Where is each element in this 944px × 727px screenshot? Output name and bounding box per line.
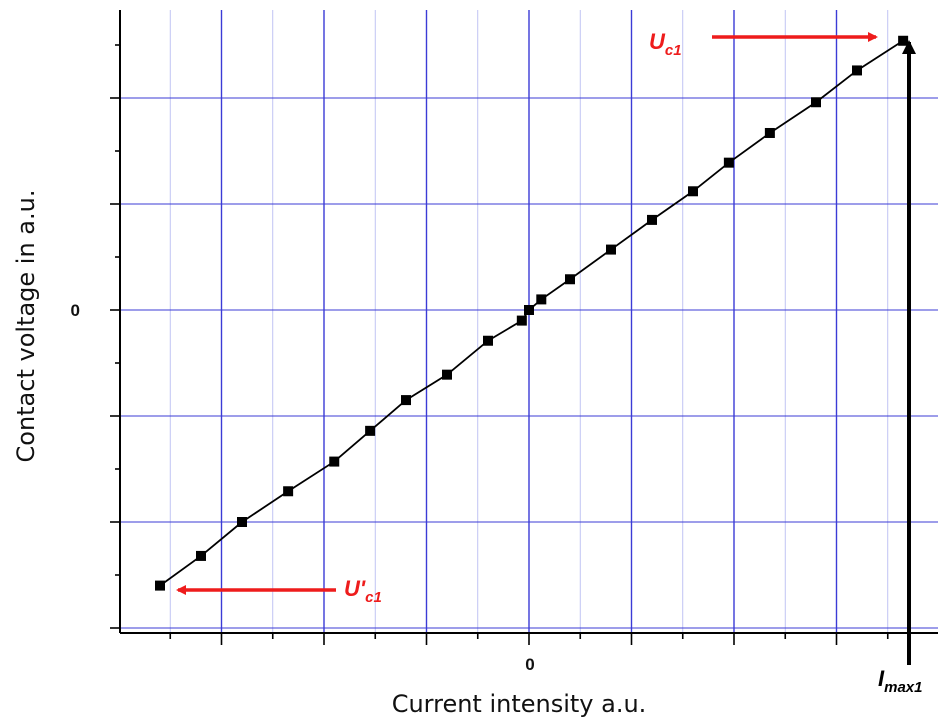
data-point: [764, 127, 775, 138]
data-point: [647, 214, 657, 225]
data-point: [524, 305, 534, 315]
data-point: [536, 294, 547, 305]
imax1-label: Imax1: [878, 666, 923, 696]
data-point: [516, 315, 527, 326]
data-point: [155, 580, 165, 591]
y-tick-label-0: 0: [71, 301, 80, 320]
x-axis-title: Current intensity a.u.: [392, 690, 647, 718]
data-point: [852, 65, 862, 76]
data-point: [196, 550, 206, 561]
x-tick-label-0: 0: [525, 655, 534, 674]
data-point: [606, 244, 616, 255]
data-point: [898, 35, 909, 46]
data-point: [329, 456, 340, 467]
data-point: [442, 369, 452, 380]
data-point: [237, 517, 247, 527]
grid: [120, 10, 938, 633]
data-point: [565, 274, 575, 285]
series-line: [155, 35, 909, 591]
data-point: [688, 186, 698, 197]
data-point: [811, 97, 821, 108]
y-axis-title: Contact voltage in a.u.: [12, 190, 40, 463]
data-point: [723, 157, 734, 168]
data-point: [365, 425, 376, 436]
data-point: [401, 395, 411, 406]
data-point: [283, 486, 294, 497]
data-point: [483, 335, 493, 346]
uc1-label: Uc1: [649, 29, 682, 59]
uc1-prime-label: U'c1: [344, 576, 382, 606]
axes: [110, 10, 938, 645]
